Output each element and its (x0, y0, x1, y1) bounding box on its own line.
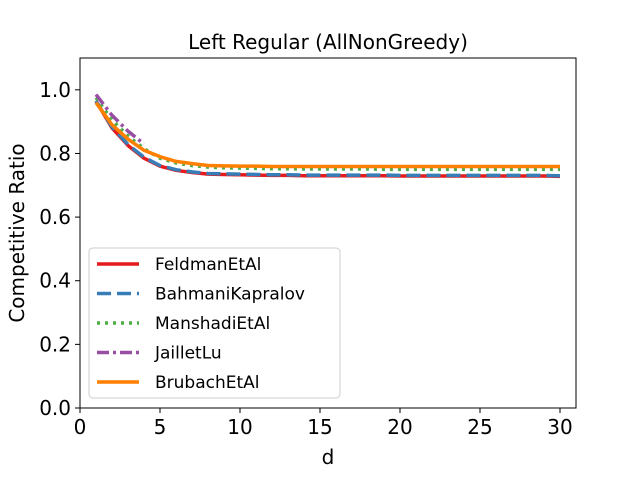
plot-frame (79, 57, 577, 409)
legend-label: JailletLu (154, 344, 222, 364)
x-tick-label: 0 (74, 415, 87, 439)
plot-area (79, 57, 577, 409)
chart-title: Left Regular (AllNonGreedy) (188, 30, 468, 54)
legend-label: FeldmanEtAl (155, 255, 261, 275)
x-axis-label: d (322, 445, 335, 469)
legend: FeldmanEtAl BahmaniKapralov ManshadiEtAl Ja… (88, 247, 341, 399)
y-tick-label: 0.6 (39, 205, 71, 229)
x-tick-label: 20 (387, 415, 412, 439)
series-line-brubachetal (94, 101, 560, 169)
legend-box (88, 247, 341, 399)
y-tick-label: 1.0 (39, 78, 71, 102)
y-tick-label: 0.0 (39, 396, 71, 420)
x-tick-label: 25 (467, 415, 492, 439)
series-line-bahmanikapralov (94, 100, 561, 178)
y-axis-label: Competitive Ratio (5, 143, 29, 322)
x-tick-label: 15 (307, 415, 332, 439)
y-tick-label: 0.8 (39, 141, 71, 165)
x-tick-label: 5 (154, 415, 167, 439)
series-layer (94, 93, 561, 179)
series-line-manshadietal (94, 96, 560, 172)
y-tick-label: 0.2 (39, 332, 71, 356)
x-tick-label: 30 (547, 415, 572, 439)
x-tick-label: 10 (227, 415, 252, 439)
legend-label: ManshadiEtAl (155, 314, 270, 334)
legend-label: BrubachEtAl (155, 373, 260, 393)
x-axis-ticks: 0 5 10 15 20 25 30 (74, 408, 573, 439)
y-tick-label: 0.4 (39, 269, 71, 293)
y-axis-ticks: 0.0 0.2 0.4 0.6 0.8 1.0 (39, 78, 80, 420)
legend-label: BahmaniKapralov (155, 285, 305, 305)
